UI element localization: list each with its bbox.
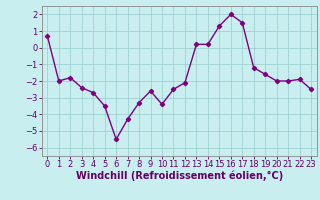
X-axis label: Windchill (Refroidissement éolien,°C): Windchill (Refroidissement éolien,°C)	[76, 171, 283, 181]
